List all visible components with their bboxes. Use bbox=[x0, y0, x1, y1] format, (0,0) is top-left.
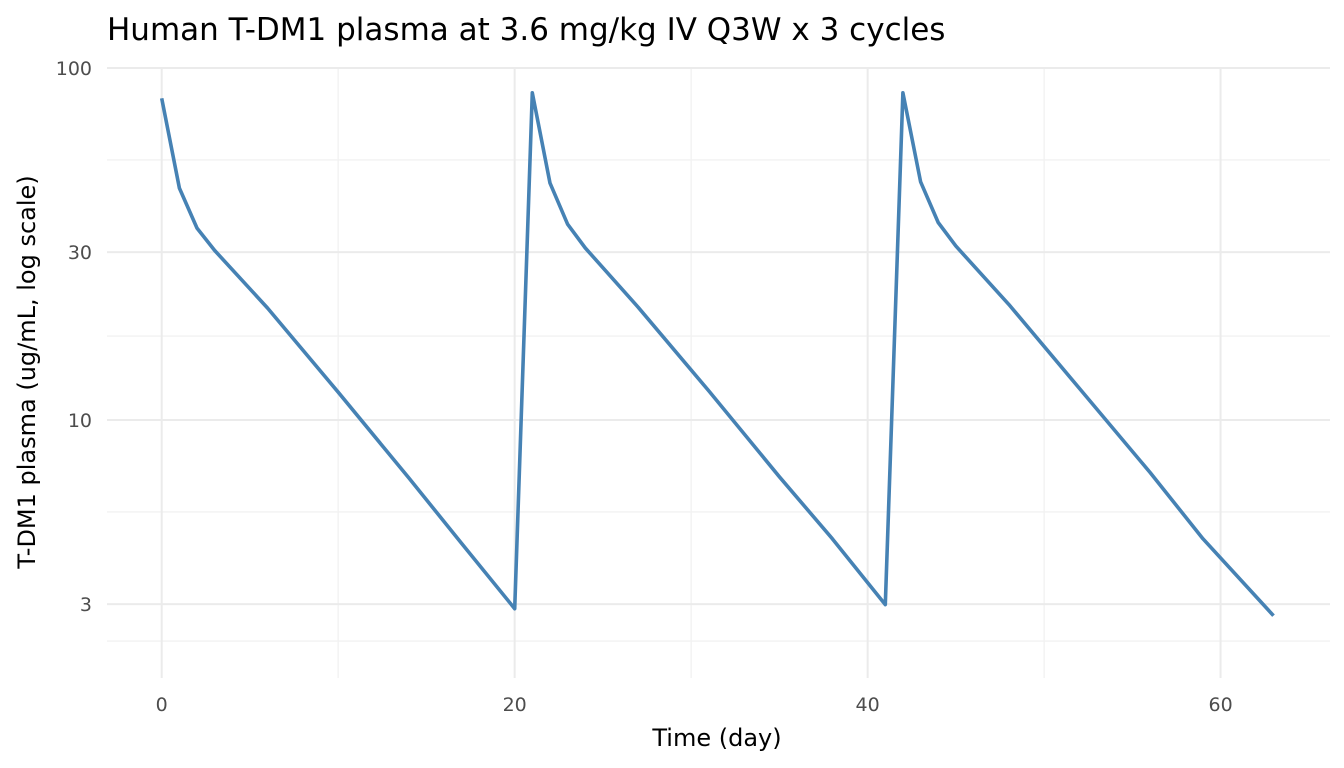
series-layer bbox=[159, 91, 1275, 617]
x-tick-label: 60 bbox=[1208, 694, 1232, 716]
series-line bbox=[159, 91, 1275, 617]
y-tick-label: 30 bbox=[68, 242, 92, 264]
x-tick-label: 0 bbox=[156, 694, 168, 716]
y-tick-label: 10 bbox=[68, 410, 92, 432]
x-tick-label: 40 bbox=[856, 694, 880, 716]
y-tick-label: 3 bbox=[80, 594, 92, 616]
y-axis-label: T-DM1 plasma (ug/mL, log scale) bbox=[13, 175, 41, 569]
y-tick-label: 100 bbox=[56, 58, 92, 80]
x-tick-label: 20 bbox=[503, 694, 527, 716]
tick-label-layer: 0 20 40 60 3 10 30 100 bbox=[56, 58, 1233, 716]
x-axis-label: Time (day) bbox=[651, 724, 781, 752]
chart-title: Human T-DM1 plasma at 3.6 mg/kg IV Q3W x… bbox=[107, 12, 945, 48]
grid-layer bbox=[107, 67, 1330, 678]
